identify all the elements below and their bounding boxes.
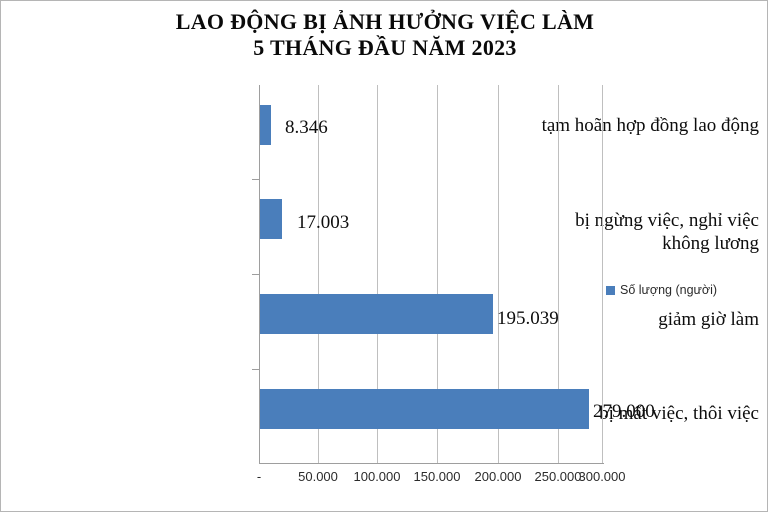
bar-value-0: 8.346 [285, 117, 328, 138]
bar-0 [260, 105, 271, 145]
legend-swatch-icon [606, 285, 615, 295]
chart-title: LAO ĐỘNG BỊ ẢNH HƯỞNG VIỆC LÀM 5 THÁNG Đ… [175, 9, 595, 60]
bar-3 [260, 389, 589, 429]
gridline-250000 [558, 85, 559, 463]
y-axis-tick-0 [252, 179, 260, 180]
category-label-3: bị mất việc, thôi việc [599, 403, 759, 424]
plot-area [259, 85, 603, 463]
gridline-200000 [498, 85, 499, 463]
gridline-300000 [602, 85, 603, 463]
x-axis-line [259, 463, 604, 464]
bar-1 [260, 199, 282, 239]
x-tick-label-5: 250.000 [534, 469, 582, 484]
bar-value-1: 17.003 [297, 212, 350, 233]
x-tick-label-2: 100.000 [353, 469, 401, 484]
bar-2 [260, 294, 493, 334]
gridline-50000 [318, 85, 319, 463]
chart-legend: Số lượng (người) [606, 283, 717, 297]
x-tick-label-1: 50.000 [298, 469, 338, 484]
x-tick-label-4: 200.000 [474, 469, 522, 484]
y-axis-tick-1 [252, 274, 260, 275]
category-label-2: giảm giờ làm [658, 309, 759, 330]
gridline-100000 [377, 85, 378, 463]
bar-value-2: 195.039 [497, 308, 559, 329]
gridline-150000 [437, 85, 438, 463]
bar-value-3: 279.000 [593, 401, 655, 422]
x-tick-label-6: 300.000 [578, 469, 626, 484]
x-tick-label-3: 150.000 [413, 469, 461, 484]
y-axis-tick-2 [252, 369, 260, 370]
category-label-1: bị ngừng việc, nghỉ việc không lương [575, 210, 759, 254]
legend-label: Số lượng (người) [620, 283, 718, 297]
x-tick-label-0: - [256, 469, 262, 484]
